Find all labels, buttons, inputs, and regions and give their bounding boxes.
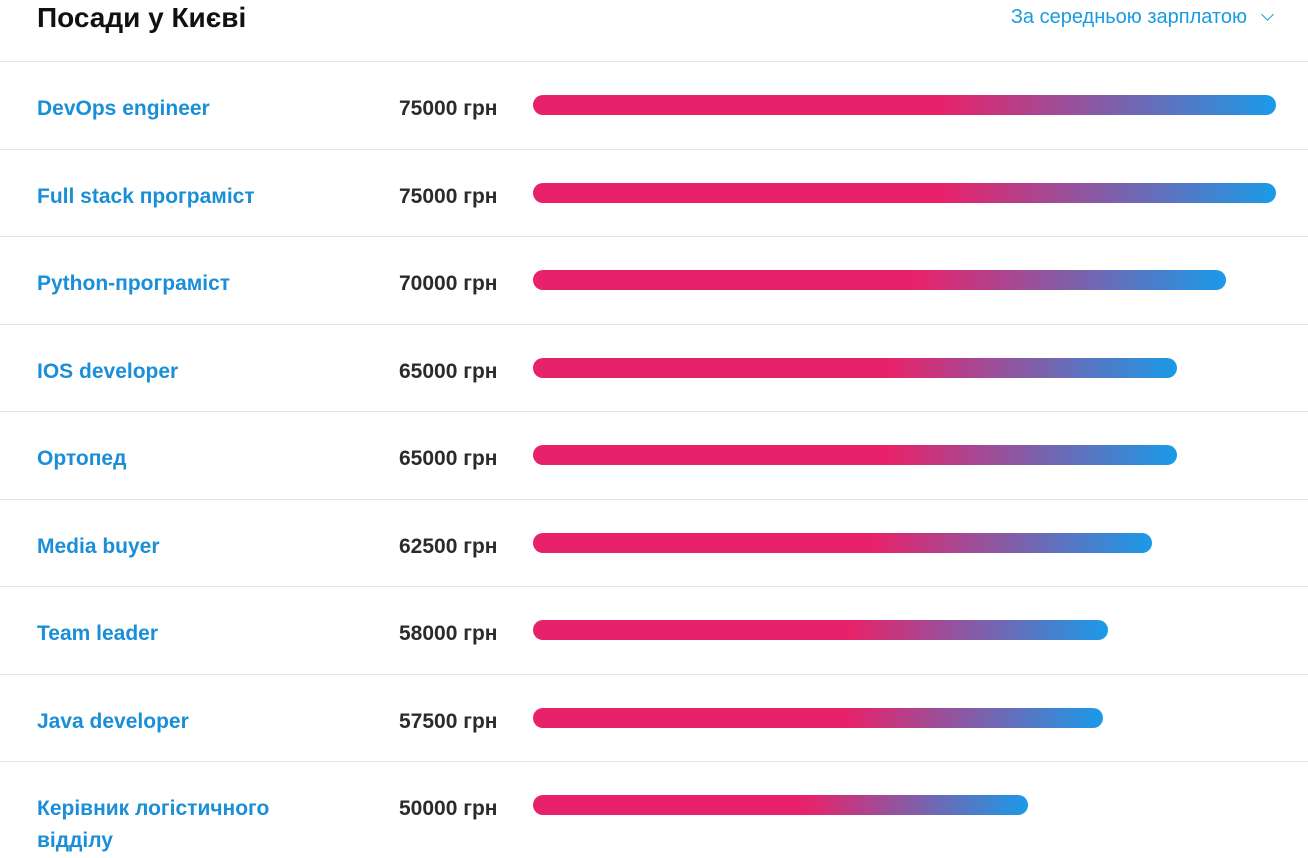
job-title-link[interactable]: DevOps engineer	[37, 97, 210, 120]
job-title-link[interactable]: Team leader	[37, 622, 159, 645]
job-title-link[interactable]: IOS developer	[37, 359, 179, 383]
job-row: DevOps engineer 75000 грн	[0, 62, 1308, 150]
job-title-link[interactable]: Python-програміст	[37, 272, 231, 295]
job-salary: 70000 грн	[399, 272, 498, 295]
salary-bar-track	[533, 357, 1276, 378]
job-title-link[interactable]: Media buyer	[37, 534, 160, 558]
sort-dropdown[interactable]: За середньою зарплатою	[1010, 4, 1274, 30]
job-salary: 50000 грн	[399, 797, 498, 820]
job-list: DevOps engineer 75000 грн Full stack про…	[0, 62, 1308, 852]
job-row: Media buyer 62500 грн	[0, 500, 1308, 587]
salary-bar-track	[533, 532, 1276, 553]
job-row: Team leader 58000 грн	[0, 587, 1308, 675]
job-row: IOS developer 65000 грн	[0, 325, 1308, 412]
job-salary: 57500 грн	[399, 709, 498, 733]
sort-dropdown-label: За середньою зарплатою	[1010, 6, 1247, 28]
salary-bar-track	[533, 620, 1276, 640]
job-salary: 65000 грн	[399, 447, 498, 470]
salary-bar-track	[533, 445, 1276, 465]
salary-bar-track	[533, 795, 1276, 815]
page-title: Посади у Києві	[37, 2, 247, 33]
job-title-link[interactable]: Java developer	[37, 709, 189, 733]
salary-bar-track	[533, 95, 1276, 115]
job-title-link[interactable]: Керівник логістичного відділу	[37, 797, 270, 852]
salary-bar	[533, 707, 1103, 728]
salary-bar-track	[533, 182, 1276, 203]
job-row: Full stack програміст 75000 грн	[0, 150, 1308, 237]
job-salary: 62500 грн	[399, 534, 498, 558]
salary-bar	[533, 445, 1177, 465]
salary-bar-track	[533, 707, 1276, 728]
job-row: Python-програміст 70000 грн	[0, 237, 1308, 325]
salary-bar	[533, 795, 1028, 815]
salary-bar	[533, 532, 1152, 553]
job-row: Керівник логістичного відділу 50000 грн	[0, 762, 1308, 852]
salary-bar	[533, 357, 1177, 378]
salary-bar	[533, 620, 1108, 640]
chevron-down-icon	[1261, 7, 1274, 21]
job-salary: 58000 грн	[399, 622, 498, 645]
job-salary: 75000 грн	[399, 97, 498, 120]
job-row: Ортопед 65000 грн	[0, 412, 1308, 500]
salary-bar	[533, 95, 1276, 115]
salary-bar	[533, 182, 1276, 203]
job-title-link[interactable]: Ортопед	[37, 447, 127, 470]
job-salary: 65000 грн	[399, 359, 498, 383]
page-header: Посади у Києві За середньою зарплатою	[0, 0, 1308, 62]
job-row: Java developer 57500 грн	[0, 675, 1308, 762]
salary-bar-track	[533, 270, 1276, 290]
job-salary: 75000 грн	[399, 184, 498, 208]
job-title-link[interactable]: Full stack програміст	[37, 184, 255, 208]
salary-bar	[533, 270, 1226, 290]
